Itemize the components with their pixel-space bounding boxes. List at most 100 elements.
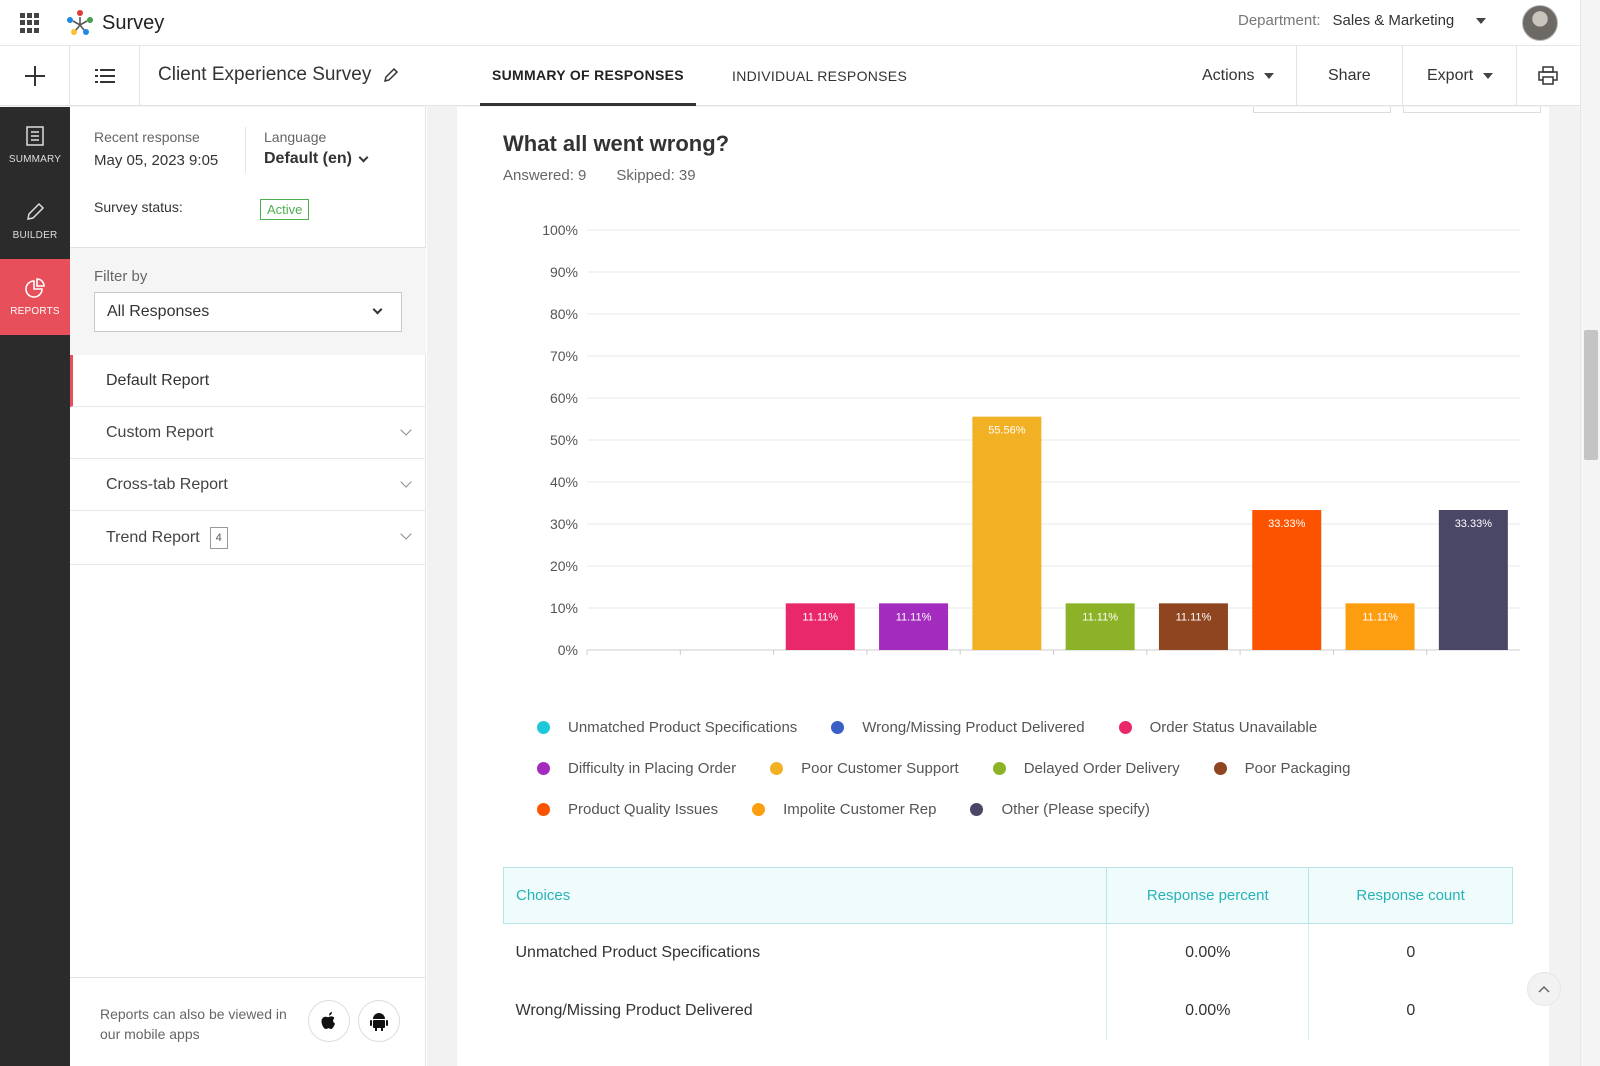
response-bar-chart: 100% 90% 80% 70% 60% 50% 40% 30% 20% 10% 0% 11.11% 1… — [542, 222, 1520, 658]
divider — [1402, 46, 1403, 106]
apple-app-button[interactable] — [308, 1000, 350, 1042]
bar — [1158, 603, 1228, 650]
top-bar: Survey Department: Sales & Marketing — [0, 0, 1580, 46]
bar — [1065, 603, 1135, 650]
edit-pencil-icon[interactable] — [383, 67, 399, 83]
legend-swatch — [1213, 762, 1227, 775]
table-header-row: Choices Response percent Response count — [502, 867, 1513, 924]
filter-select[interactable]: All Responses — [94, 292, 402, 332]
app-name: Survey — [102, 11, 165, 34]
legend-item[interactable]: Other (Please specify) — [970, 801, 1150, 818]
skipped-count: Skipped: 39 — [616, 167, 696, 184]
recent-response-value: May 05, 2023 9:05 — [94, 152, 219, 169]
share-button[interactable]: Share — [1328, 46, 1371, 106]
create-button[interactable] — [0, 46, 70, 106]
question-card: What all went wrong? Answered: 9 Skipped… — [457, 107, 1561, 1066]
report-item-cross-tab[interactable]: Cross-tab Report — [70, 459, 426, 511]
choices-table: Choices Response percent Response count … — [502, 867, 1513, 1040]
chevron-down-icon — [1483, 73, 1494, 79]
column-header-response-percent[interactable]: Response percent — [1106, 867, 1310, 924]
avatar[interactable] — [1522, 5, 1558, 41]
summary-document-icon — [26, 125, 44, 146]
chevron-down-icon — [400, 424, 412, 436]
bar — [1438, 510, 1508, 650]
scrollbar-thumb[interactable] — [1584, 330, 1598, 460]
bar-data-label: 11.11% — [896, 611, 932, 623]
legend-item[interactable]: Unmatched Product Specifications — [537, 719, 797, 736]
count-cell: 0 — [1406, 1001, 1416, 1019]
card-action-button[interactable] — [1403, 107, 1541, 113]
legend-item[interactable]: Order Status Unavailable — [1118, 719, 1317, 736]
share-label: Share — [1328, 67, 1371, 84]
legend-item[interactable]: Poor Packaging — [1213, 760, 1351, 777]
chart-legend: Unmatched Product Specifications Wrong/Mi… — [537, 707, 1537, 830]
legend-swatch — [537, 762, 550, 775]
department-selector[interactable]: Department: Sales & Marketing — [1238, 12, 1487, 29]
question-stats: Answered: 9 Skipped: 39 — [503, 167, 696, 184]
card-action-button[interactable] — [1253, 107, 1391, 113]
survey-title[interactable]: Client Experience Survey — [158, 64, 399, 86]
report-item-trend[interactable]: Trend Report 4 — [70, 511, 426, 565]
actions-label: Actions — [1202, 67, 1255, 84]
y-tick-label: 80% — [550, 306, 578, 322]
y-tick-label: 0% — [558, 642, 578, 658]
export-menu[interactable]: Export — [1427, 46, 1494, 106]
bar — [879, 603, 949, 650]
filter-value: All Responses — [107, 303, 210, 320]
chevron-down-icon — [358, 152, 369, 162]
y-tick-label: 90% — [550, 264, 578, 280]
legend-swatch — [970, 803, 984, 816]
legend-item[interactable]: Wrong/Missing Product Delivered — [831, 719, 1085, 736]
legend-item[interactable]: Poor Customer Support — [770, 760, 959, 777]
legend-row: Unmatched Product Specifications Wrong/Mi… — [537, 707, 1537, 748]
report-item-custom[interactable]: Custom Report — [70, 407, 426, 459]
language-selector[interactable]: Default (en) — [264, 150, 369, 168]
column-header-choices[interactable]: Choices — [502, 867, 1108, 924]
bar-data-label: 33.33% — [1268, 518, 1306, 530]
scroll-to-top-button[interactable] — [1527, 972, 1561, 1006]
legend-item[interactable]: Delayed Order Delivery — [992, 760, 1180, 777]
language-label: Language — [264, 129, 327, 145]
survey-title-text: Client Experience Survey — [158, 64, 372, 85]
report-item-default[interactable]: Default Report — [70, 355, 426, 407]
rail-label-builder: BUILDER — [12, 229, 58, 241]
legend-label: Impolite Customer Rep — [783, 801, 937, 818]
tab-individual-responses[interactable]: INDIVIDUAL RESPONSES — [732, 68, 908, 84]
legend-swatch — [1118, 721, 1132, 734]
y-tick-label: 60% — [550, 390, 578, 406]
printer-icon — [1538, 66, 1558, 85]
column-header-response-count[interactable]: Response count — [1308, 867, 1513, 924]
android-app-button[interactable] — [358, 1000, 400, 1042]
legend-item[interactable]: Impolite Customer Rep — [752, 801, 936, 818]
tab-summary-of-responses[interactable]: SUMMARY OF RESPONSES — [480, 46, 696, 106]
export-label: Export — [1427, 67, 1474, 84]
legend-swatch — [537, 721, 550, 734]
survey-list-button[interactable] — [70, 46, 140, 106]
percent-cell: 0.00% — [1106, 981, 1310, 1040]
rail-item-builder[interactable]: BUILDER — [0, 183, 70, 259]
legend-label: Unmatched Product Specifications — [568, 719, 798, 736]
app-logo[interactable]: Survey — [64, 7, 164, 39]
legend-item[interactable]: Difficulty in Placing Order — [537, 760, 736, 777]
bar-data-label: 55.56% — [988, 425, 1026, 437]
bar — [785, 603, 855, 650]
chevron-down-icon — [400, 528, 412, 540]
chevron-up-icon — [1538, 985, 1550, 993]
rail-item-reports[interactable]: REPORTS — [0, 259, 70, 335]
survey-logo-icon — [67, 10, 93, 35]
actions-menu[interactable]: Actions — [1202, 46, 1275, 106]
choice-cell: Unmatched Product Specifications — [503, 923, 1108, 982]
rail-item-summary[interactable]: SUMMARY — [0, 107, 70, 183]
print-button[interactable] — [1538, 46, 1558, 106]
language-value: Default (en) — [264, 150, 352, 167]
department-value: Sales & Marketing — [1332, 12, 1455, 29]
report-content: What all went wrong? Answered: 9 Skipped… — [427, 107, 1580, 1066]
mobile-apps-text: Reports can also be viewed in our mobile… — [100, 1006, 287, 1042]
android-icon — [370, 1013, 388, 1031]
legend-row: Product Quality Issues Impolite Customer … — [537, 789, 1537, 830]
builder-pencil-icon — [27, 202, 45, 220]
percent-cell: 0.00% — [1106, 923, 1310, 982]
page-scrollbar[interactable] — [1580, 0, 1600, 1066]
apps-grid-icon[interactable] — [20, 13, 40, 33]
legend-item[interactable]: Product Quality Issues — [537, 801, 718, 818]
